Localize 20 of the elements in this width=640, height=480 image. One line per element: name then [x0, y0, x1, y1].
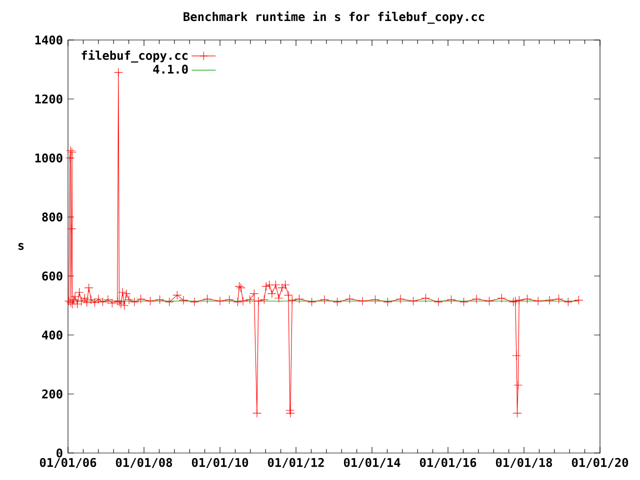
x-tick-label: 01/01/06	[40, 458, 96, 468]
y-tick-label: 0	[56, 448, 62, 458]
x-tick-label: 01/01/20	[572, 458, 628, 468]
x-tick-label: 01/01/14	[344, 458, 400, 468]
x-tick-label: 01/01/18	[496, 458, 552, 468]
legend-label: 4.1.0	[153, 64, 188, 74]
y-tick-label: 800	[42, 212, 62, 222]
chart-title: Benchmark runtime in s for filebuf_copy.cc	[184, 11, 484, 24]
y-tick-label: 1000	[35, 153, 62, 163]
y-tick-label: 1400	[35, 35, 62, 45]
x-tick-label: 01/01/16	[420, 458, 476, 468]
y-axis-title: s	[18, 243, 24, 250]
x-tick-label: 01/01/12	[268, 458, 324, 468]
y-tick-label: 200	[42, 389, 62, 399]
x-tick-label: 01/01/10	[192, 458, 248, 468]
y-tick-label: 600	[42, 271, 62, 281]
y-tick-label: 400	[42, 330, 62, 340]
x-tick-label: 01/01/08	[116, 458, 172, 468]
y-tick-label: 1200	[35, 94, 62, 104]
legend-label: filebuf_copy.cc	[82, 50, 188, 63]
